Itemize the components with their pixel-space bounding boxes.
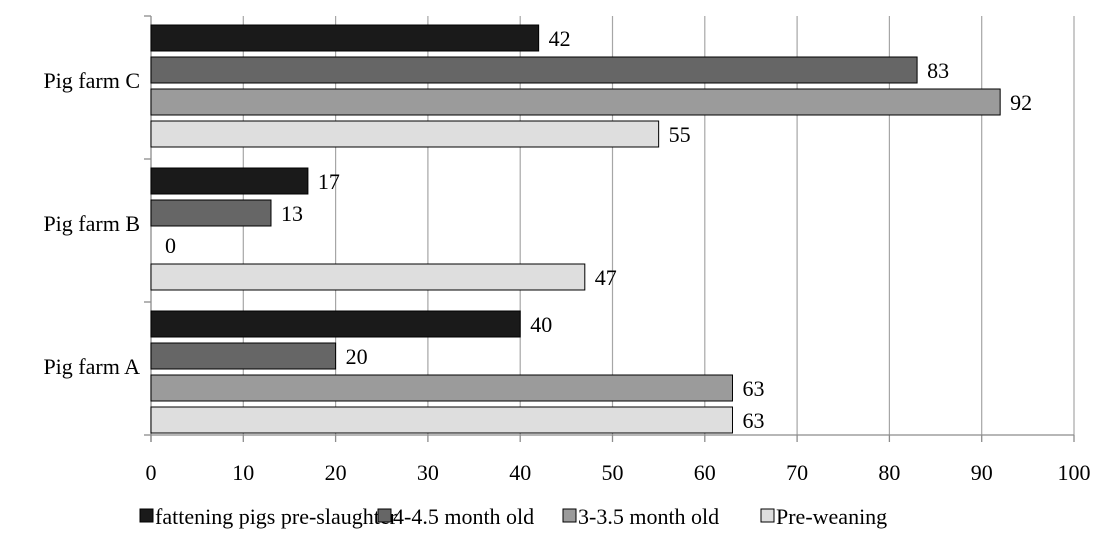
bar-2-0 [150, 310, 521, 338]
legend-swatch-3 [760, 508, 775, 523]
bar-2-3 [150, 406, 733, 434]
bar-1-1 [150, 199, 272, 227]
legend-swatch-2 [562, 508, 577, 523]
data-label-0-1: 83 [927, 58, 949, 83]
bar-0-2 [150, 88, 1001, 116]
legend-swatch-1 [377, 508, 392, 523]
data-label-1-1: 13 [281, 201, 303, 226]
legend-label-0: fattening pigs pre-slaughter [155, 504, 398, 529]
bar-1-3 [150, 263, 586, 291]
x-tick-label-70: 70 [786, 460, 808, 485]
data-label-1-0: 17 [318, 169, 340, 194]
x-tick-label-60: 60 [694, 460, 716, 485]
data-label-0-0: 42 [549, 26, 571, 51]
data-label-2-3: 63 [742, 408, 764, 433]
data-label-2-1: 20 [346, 344, 368, 369]
legend-label-3: Pre-weaning [776, 504, 887, 529]
bar-0-1 [150, 56, 918, 84]
bar-0-0 [150, 24, 540, 52]
legend-swatch-0 [139, 508, 154, 523]
x-tick-label-100: 100 [1058, 460, 1091, 485]
bar-2-2 [150, 374, 733, 402]
data-label-2-0: 40 [530, 312, 552, 337]
category-label-2: Pig farm A [43, 354, 140, 379]
legend-label-1: 4-4.5 month old [393, 504, 534, 529]
legend-label-2: 3-3.5 month old [578, 504, 719, 529]
x-tick-label-20: 20 [325, 460, 347, 485]
x-tick-label-30: 30 [417, 460, 439, 485]
bar-1-0 [150, 167, 309, 195]
data-label-1-3: 47 [595, 265, 617, 290]
data-label-0-3: 55 [669, 122, 691, 147]
data-label-1-2: 0 [165, 233, 176, 258]
data-label-2-2: 63 [742, 376, 764, 401]
x-tick-label-0: 0 [146, 460, 157, 485]
bar-0-3 [150, 120, 660, 148]
data-label-0-2: 92 [1010, 90, 1032, 115]
x-tick-label-80: 80 [878, 460, 900, 485]
x-tick-label-40: 40 [509, 460, 531, 485]
category-label-0: Pig farm C [43, 68, 140, 93]
x-tick-label-10: 10 [232, 460, 254, 485]
category-label-1: Pig farm B [43, 211, 140, 236]
x-tick-label-90: 90 [971, 460, 993, 485]
bar-2-1 [150, 342, 337, 370]
x-tick-label-50: 50 [602, 460, 624, 485]
